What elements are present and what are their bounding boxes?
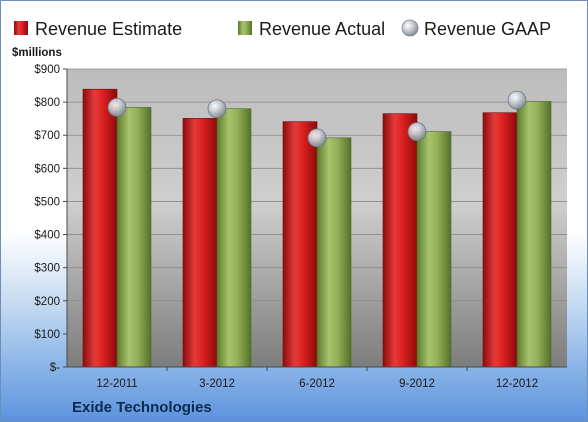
y-tick-label: $800 <box>34 97 60 109</box>
y-tick-label: $100 <box>34 329 60 341</box>
bar-revenue-estimate <box>482 112 518 368</box>
y-tick-label: $- <box>50 362 60 374</box>
marker-revenue-gaap <box>507 90 527 110</box>
bar-revenue-actual <box>316 137 352 368</box>
bar-revenue-actual <box>116 107 152 368</box>
bar-revenue-actual <box>416 131 452 368</box>
legend-label-actual: Revenue Actual <box>259 19 385 39</box>
bars <box>82 88 552 368</box>
bar-revenue-estimate <box>382 113 418 368</box>
y-tick-label: $500 <box>34 196 60 208</box>
y-tick-label: $900 <box>34 64 60 76</box>
y-axis-ticks: $- $100 $200 $300 $400 $500 $600 $700 $800 $900 <box>34 64 67 374</box>
y-tick-label: $300 <box>34 263 60 275</box>
bar-revenue-estimate <box>182 118 218 368</box>
legend-label-gaap: Revenue GAAP <box>424 19 551 39</box>
chart-legend: Revenue Estimate Revenue Actual Revenue … <box>14 19 551 39</box>
y-tick-label: $600 <box>34 163 60 175</box>
x-tick-label: 12-2011 <box>96 378 137 390</box>
marker-revenue-gaap <box>207 99 227 119</box>
x-axis-ticks: 12-2011 3-2012 6-2012 9-2012 12-2012 <box>96 367 538 390</box>
legend-label-estimate: Revenue Estimate <box>35 19 182 39</box>
bar-revenue-actual <box>516 101 552 368</box>
legend-swatch-gaap <box>401 19 419 37</box>
y-tick-label: $700 <box>34 130 60 142</box>
y-tick-label: $200 <box>34 296 60 308</box>
bar-revenue-actual <box>216 108 252 368</box>
y-axis-unit-label: $millions <box>12 47 62 59</box>
x-tick-label: 9-2012 <box>399 378 435 390</box>
bar-revenue-estimate <box>82 88 118 368</box>
marker-revenue-gaap <box>407 122 427 141</box>
y-tick-label: $400 <box>34 230 60 242</box>
x-tick-label: 3-2012 <box>199 378 235 390</box>
x-tick-label: 6-2012 <box>299 378 335 390</box>
legend-swatch-actual <box>238 21 252 35</box>
marker-revenue-gaap <box>107 98 127 117</box>
legend-swatch-estimate <box>14 21 28 35</box>
x-tick-label: 12-2012 <box>496 378 538 390</box>
company-name: Exide Technologies <box>72 399 212 416</box>
bar-revenue-estimate <box>282 121 318 368</box>
marker-revenue-gaap <box>307 128 327 148</box>
gaap-markers <box>107 90 527 148</box>
